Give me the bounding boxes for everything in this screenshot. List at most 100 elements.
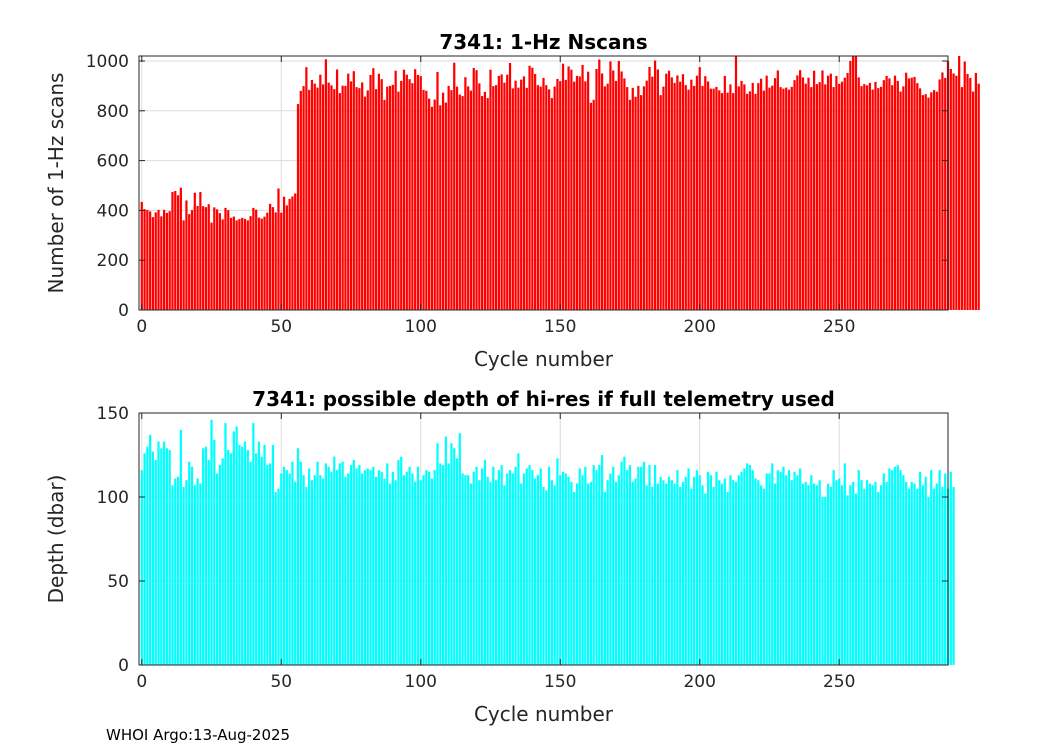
- bar: [932, 90, 936, 311]
- bar: [335, 470, 339, 665]
- bar: [958, 56, 961, 310]
- bar: [653, 60, 657, 311]
- bar: [478, 83, 481, 310]
- bar: [561, 63, 565, 310]
- bar: [796, 475, 799, 665]
- bar: [667, 476, 671, 665]
- bar: [266, 465, 269, 665]
- bar: [659, 95, 662, 310]
- bar: [319, 74, 322, 311]
- bar: [453, 448, 456, 665]
- bar: [626, 87, 629, 310]
- bar: [631, 481, 634, 665]
- bar: [570, 481, 573, 665]
- bar: [149, 211, 152, 310]
- bar: [860, 480, 863, 665]
- bar: [428, 471, 431, 665]
- bar: [221, 219, 224, 310]
- bar: [718, 90, 721, 310]
- bar: [595, 470, 598, 665]
- bar: [441, 465, 445, 665]
- y-tick-label: 0: [118, 301, 129, 321]
- bar: [720, 93, 724, 310]
- bar: [508, 470, 512, 665]
- bar: [322, 84, 325, 310]
- bar: [302, 86, 305, 310]
- x-tick-label: 250: [823, 672, 855, 692]
- bar: [930, 470, 933, 665]
- bar: [218, 465, 222, 665]
- footer-credit: WHOI Argo:13-Aug-2025: [106, 726, 291, 744]
- bar: [257, 217, 261, 310]
- bar: [475, 70, 478, 310]
- bar: [910, 77, 913, 310]
- bar: [592, 465, 595, 665]
- bar: [768, 87, 771, 310]
- bar: [852, 56, 855, 310]
- bar: [525, 87, 528, 311]
- bar: [531, 67, 534, 310]
- bar: [366, 468, 369, 665]
- depth-plot: 0 50 100 150 200 250 0 50 100 150 7341: possible d…: [44, 387, 955, 726]
- bar: [296, 448, 300, 665]
- bar: [807, 485, 810, 665]
- bar: [564, 473, 567, 665]
- bar: [171, 191, 174, 310]
- bar: [902, 475, 905, 665]
- bar: [944, 77, 947, 310]
- bar: [308, 89, 311, 311]
- bar: [757, 480, 760, 665]
- bar: [743, 84, 746, 310]
- bar: [288, 198, 291, 310]
- bar: [709, 88, 712, 311]
- bar: [263, 216, 266, 310]
- bar: [522, 76, 526, 310]
- bar: [829, 486, 832, 665]
- bar: [603, 491, 606, 665]
- bar: [229, 453, 233, 665]
- bar: [433, 99, 436, 310]
- bar: [455, 86, 459, 310]
- bar: [570, 69, 573, 310]
- bar: [737, 475, 740, 665]
- bar: [838, 83, 841, 310]
- bar: [799, 70, 802, 310]
- bar: [748, 91, 752, 310]
- bar: [143, 453, 146, 665]
- bar: [734, 56, 738, 310]
- bar: [185, 480, 188, 665]
- bar: [366, 90, 369, 310]
- bar: [361, 82, 364, 311]
- bar: [383, 478, 386, 665]
- bar: [489, 69, 492, 310]
- bar: [684, 476, 687, 665]
- bar: [924, 476, 927, 665]
- bar: [751, 470, 754, 665]
- bar: [522, 473, 526, 665]
- bar: [899, 91, 902, 310]
- bar: [238, 219, 241, 310]
- bar: [681, 481, 685, 665]
- bar: [952, 73, 955, 311]
- bar: [759, 78, 763, 310]
- bar: [818, 480, 821, 665]
- bar: [547, 466, 551, 665]
- bar: [790, 86, 793, 310]
- bar: [481, 468, 484, 665]
- x-axis-label: Cycle number: [474, 702, 614, 726]
- bar: [249, 216, 252, 310]
- bar: [665, 483, 668, 665]
- axes-box: [138, 55, 949, 311]
- bar: [765, 473, 768, 665]
- chart-title: 7341: possible depth of hi-res if full t…: [252, 387, 835, 411]
- bar: [609, 473, 612, 665]
- bar: [397, 91, 400, 310]
- bar: [645, 485, 648, 665]
- bar: [500, 74, 503, 311]
- bar: [559, 81, 562, 311]
- bar: [779, 471, 782, 665]
- bar: [361, 473, 364, 665]
- bar: [450, 90, 453, 311]
- bar: [280, 473, 283, 665]
- bar: [896, 465, 899, 665]
